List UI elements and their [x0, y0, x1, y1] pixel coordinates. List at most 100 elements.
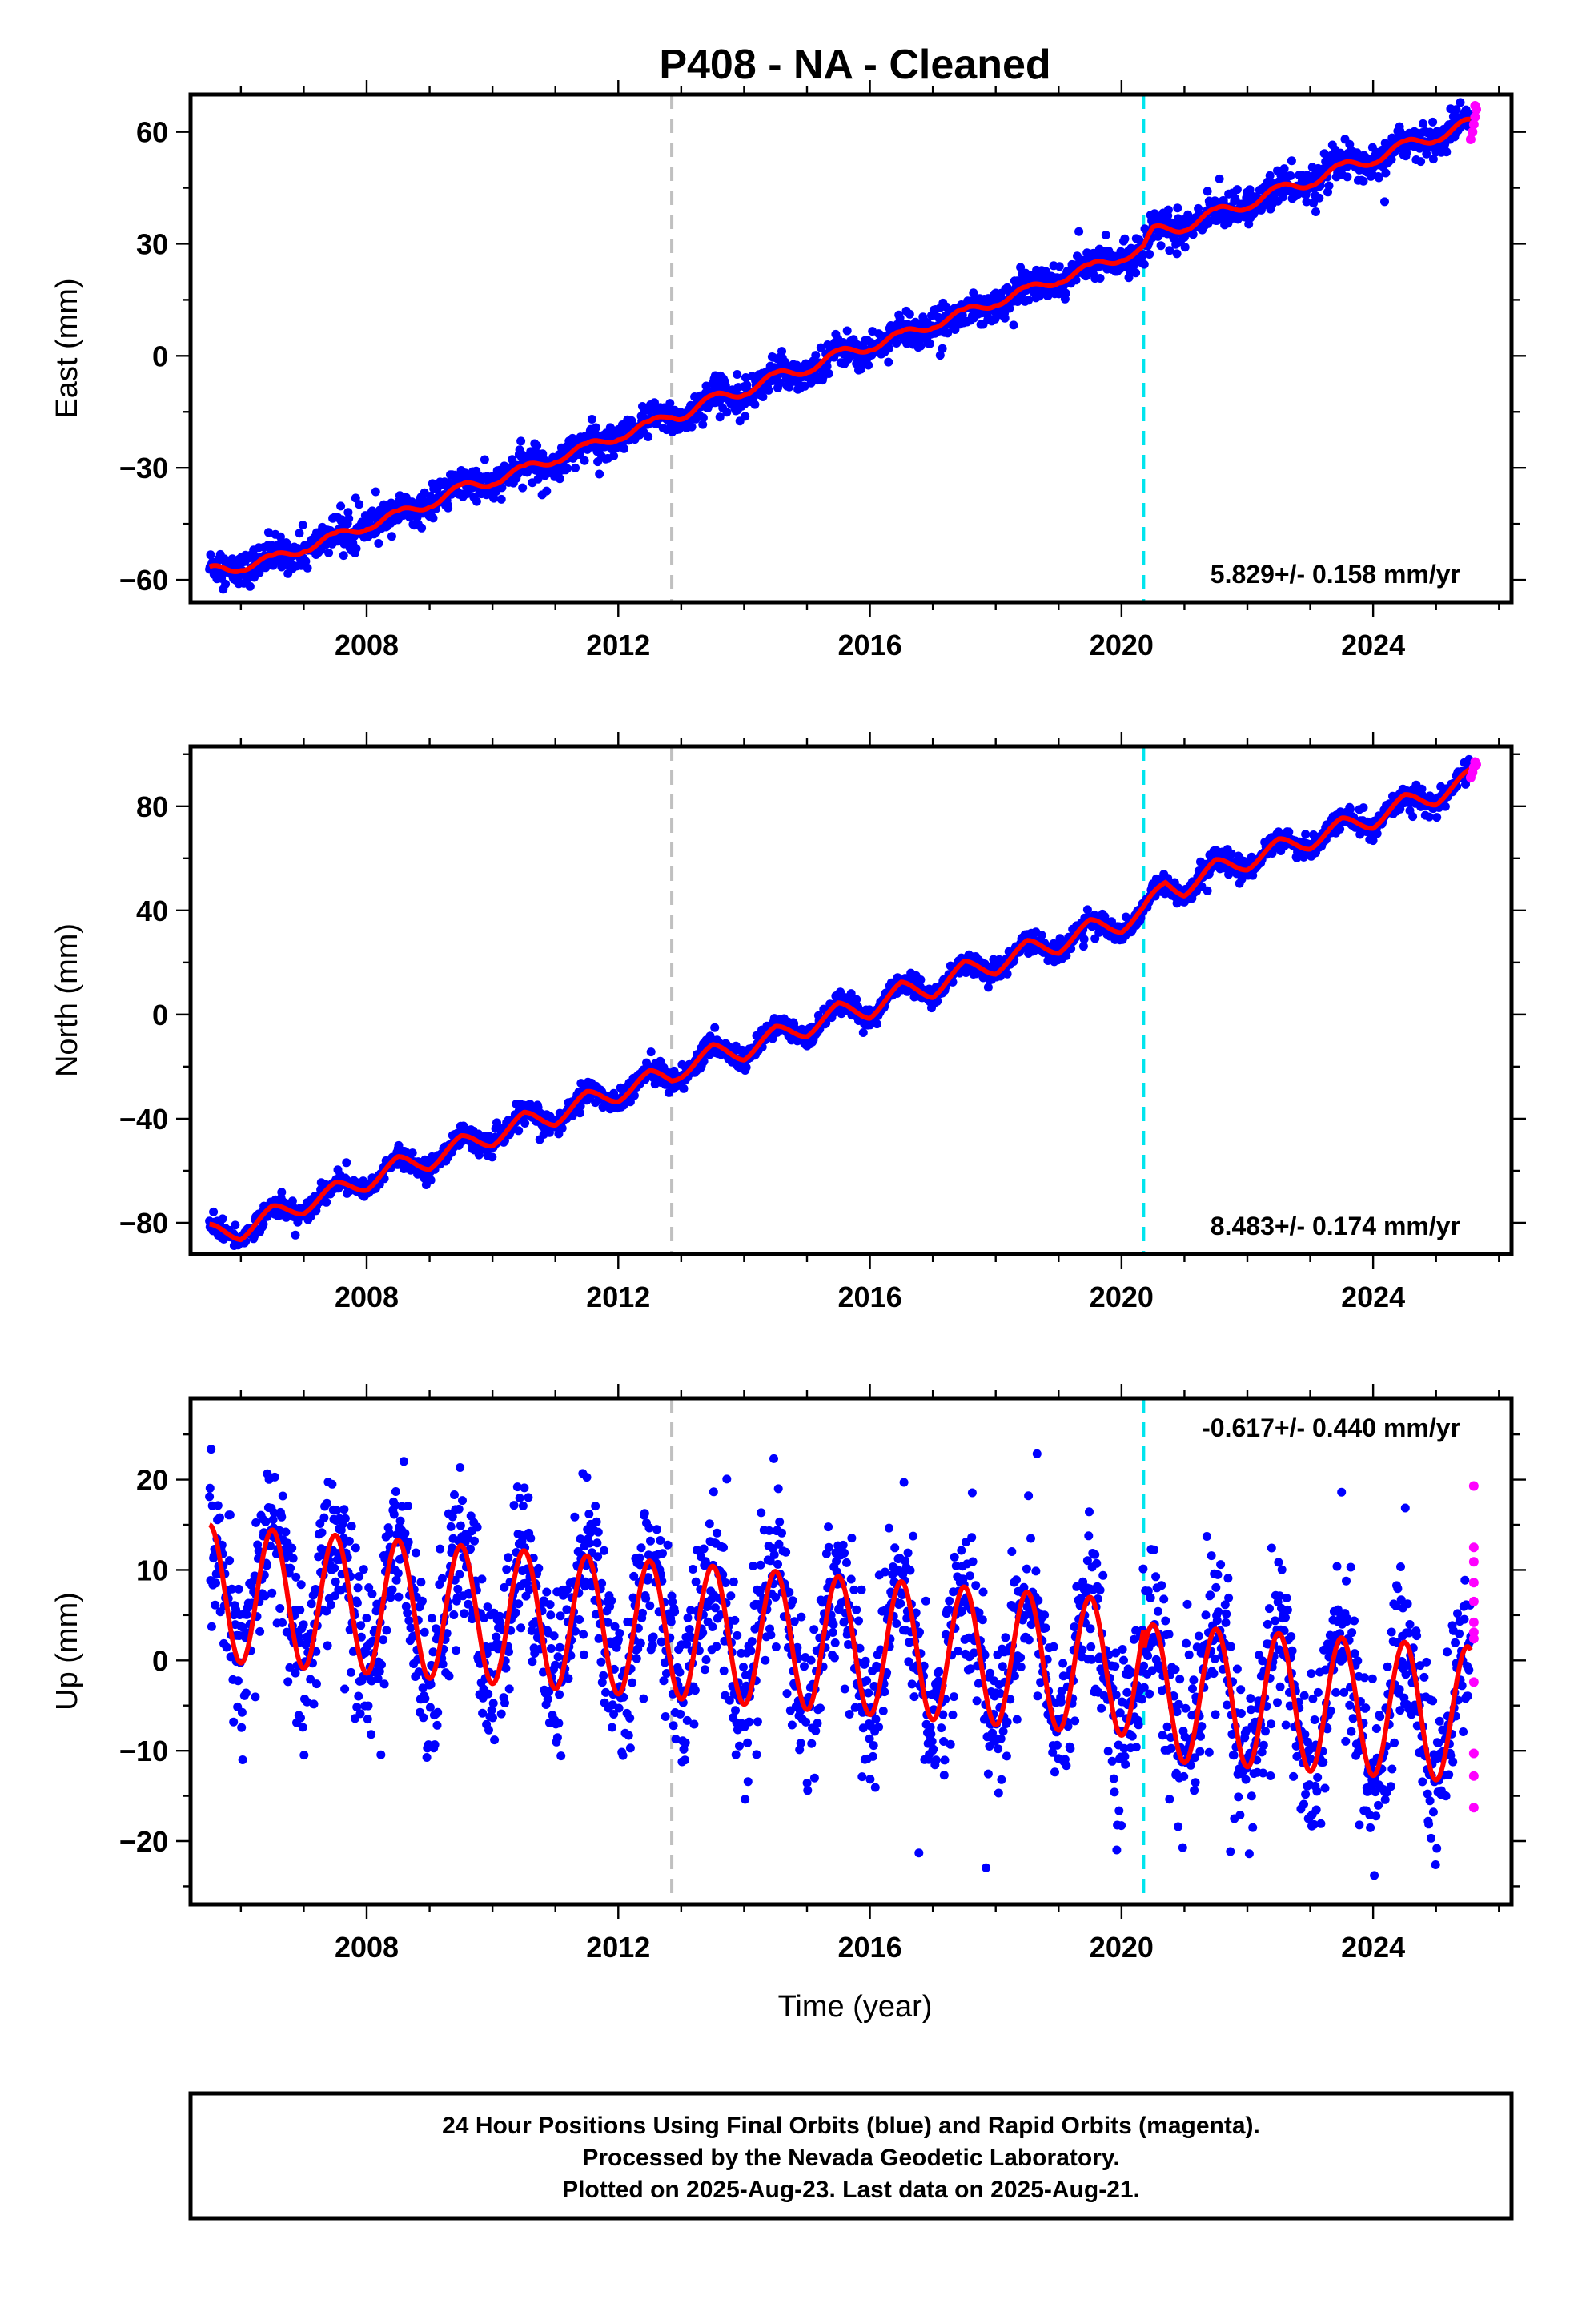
up-data-point: [330, 1563, 339, 1573]
up-data-point: [353, 1583, 363, 1593]
up-data-point: [437, 1574, 447, 1583]
east-data-point: [1343, 172, 1352, 182]
up-data-point: [436, 1544, 445, 1554]
up-data-point: [363, 1701, 373, 1711]
north-data-point: [1037, 931, 1046, 940]
east-data-point: [1279, 164, 1289, 174]
east-rapid-point: [1468, 119, 1479, 130]
up-data-point: [267, 1588, 277, 1598]
east-data-point: [1074, 227, 1084, 236]
east-data-point: [563, 464, 572, 473]
east-rapid-point: [1470, 100, 1480, 111]
east-data-point: [1428, 117, 1438, 127]
north-data-point: [1079, 935, 1089, 944]
east-data-point: [472, 497, 481, 506]
up-data-point: [237, 1723, 247, 1732]
up-data-point: [307, 1599, 316, 1609]
east-y-tick-label: 60: [136, 116, 168, 149]
up-data-point: [332, 1506, 342, 1515]
east-data-point: [591, 423, 600, 432]
east-data-point: [480, 455, 489, 464]
north-x-tick-label: 2008: [335, 1281, 399, 1313]
east-data-point: [1163, 205, 1173, 215]
up-data-point: [278, 1618, 287, 1627]
up-data-point: [376, 1750, 386, 1759]
east-x-tick-label: 2012: [586, 629, 650, 661]
east-data-point: [758, 392, 768, 401]
north-plot-area: [205, 746, 1481, 1254]
east-data-point: [1156, 241, 1166, 251]
east-data-point: [892, 339, 901, 348]
north-final-orbit-points: [205, 754, 1476, 1250]
up-data-point: [391, 1487, 400, 1496]
up-data-point: [207, 1445, 216, 1454]
east-data-point: [497, 483, 507, 493]
north-data-point: [741, 1063, 751, 1072]
east-data-point: [1173, 203, 1182, 213]
up-data-point: [255, 1626, 265, 1636]
up-data-point: [403, 1608, 412, 1618]
east-data-point: [580, 456, 589, 465]
east-data-point: [741, 412, 750, 421]
north-data-point: [287, 1196, 297, 1206]
up-data-point: [298, 1723, 307, 1732]
east-data-point: [1428, 155, 1438, 164]
east-x-tick-label: 2020: [1090, 629, 1154, 661]
north-data-point: [1408, 812, 1418, 822]
north-velocity-label: 8.483+/- 0.174 mm/yr: [1211, 1212, 1460, 1240]
up-data-point: [229, 1717, 239, 1727]
east-data-point: [644, 432, 653, 441]
east-data-point: [1442, 147, 1452, 157]
east-data-point: [489, 493, 499, 503]
up-data-point: [211, 1578, 220, 1588]
north-data-point: [916, 975, 926, 984]
up-data-point: [225, 1510, 235, 1520]
up-data-point: [433, 1707, 443, 1717]
east-data-point: [339, 551, 348, 561]
north-x-tick-label: 2016: [838, 1281, 902, 1313]
east-data-point: [1145, 250, 1154, 259]
up-data-point: [205, 1492, 215, 1502]
up-data-point: [278, 1491, 287, 1501]
east-data-point: [518, 483, 528, 493]
up-data-point: [387, 1585, 397, 1594]
up-data-point: [351, 1543, 360, 1553]
east-data-point: [1024, 296, 1034, 305]
up-data-point: [287, 1543, 297, 1553]
north-data-point: [1002, 969, 1012, 979]
east-data-point: [387, 532, 396, 541]
up-data-point: [275, 1604, 285, 1613]
east-data-point: [620, 444, 628, 453]
north-data-point: [983, 983, 993, 992]
up-data-point: [394, 1592, 404, 1602]
east-data-point: [1095, 274, 1105, 283]
up-data-point: [356, 1621, 366, 1630]
east-plot-area: [205, 94, 1481, 602]
east-data-point: [721, 381, 730, 391]
north-data-point: [277, 1188, 287, 1197]
east-data-point: [532, 441, 542, 450]
up-data-point: [412, 1548, 420, 1558]
east-data-point: [1165, 246, 1174, 255]
east-data-point: [555, 474, 564, 484]
north-data-point: [514, 1126, 524, 1136]
east-data-point: [775, 378, 785, 388]
up-data-point: [385, 1529, 394, 1538]
up-data-point: [426, 1679, 436, 1689]
east-final-orbit-points: [205, 98, 1476, 594]
east-data-point: [496, 494, 506, 504]
up-data-point: [340, 1514, 350, 1523]
east-data-point: [1381, 168, 1391, 178]
north-x-tick-label: 2020: [1090, 1281, 1154, 1313]
east-data-point: [303, 563, 312, 573]
east-data-point: [1016, 263, 1026, 272]
east-data-point: [516, 436, 526, 446]
up-data-point: [417, 1596, 427, 1606]
east-data-point: [1374, 173, 1383, 183]
north-data-point: [629, 1091, 639, 1100]
east-data-point: [733, 370, 742, 379]
east-data-point: [1315, 193, 1324, 203]
north-data-point: [520, 1119, 530, 1128]
east-data-point: [428, 513, 438, 523]
